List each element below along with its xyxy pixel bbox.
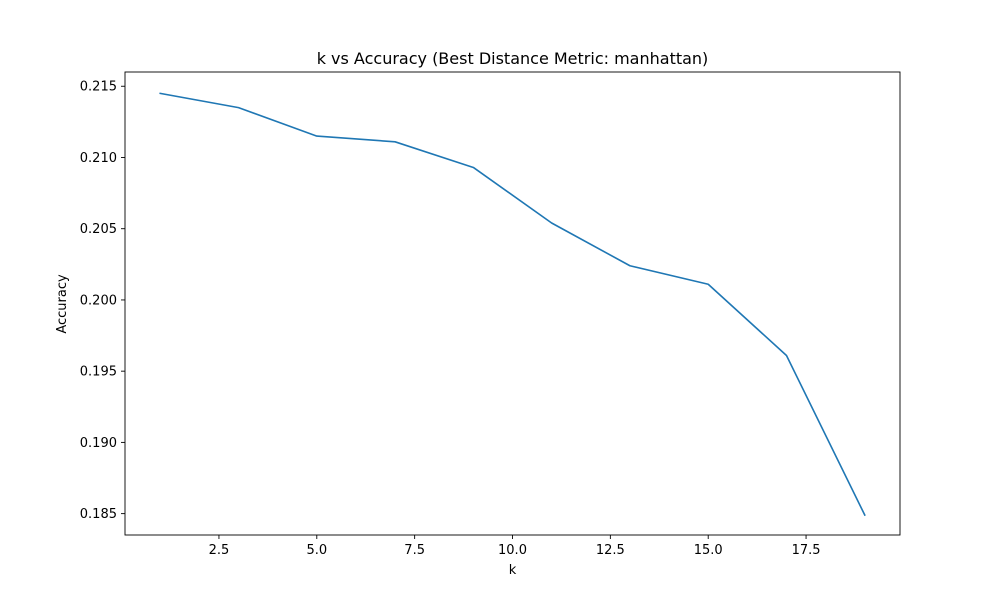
y-tick-label: 0.200 (80, 293, 117, 308)
y-tick-label: 0.205 (80, 222, 117, 237)
x-axis-label: k (509, 563, 517, 578)
x-tick-label: 7.5 (404, 543, 425, 558)
y-tick-label: 0.210 (80, 151, 117, 166)
y-axis-label: Accuracy (55, 274, 70, 334)
y-tick-label: 0.215 (80, 80, 117, 95)
x-tick-label: 17.5 (792, 543, 821, 558)
x-tick-label: 2.5 (209, 543, 230, 558)
y-tick-label: 0.195 (80, 365, 117, 380)
chart-title: k vs Accuracy (Best Distance Metric: man… (317, 49, 709, 68)
y-tick-label: 0.185 (80, 507, 117, 522)
plot-area: 2.5 5.0 7.5 10.0 12.5 15.0 17.5 0.185 0.190 0.195… (80, 71, 901, 558)
series-line-1 (159, 92, 866, 517)
x-tick-label: 5.0 (306, 543, 327, 558)
x-tick-label: 10.0 (498, 543, 527, 558)
x-tick-label: 15.0 (694, 543, 723, 558)
y-tick-label: 0.190 (80, 436, 117, 451)
x-tick-label: 12.5 (596, 543, 625, 558)
